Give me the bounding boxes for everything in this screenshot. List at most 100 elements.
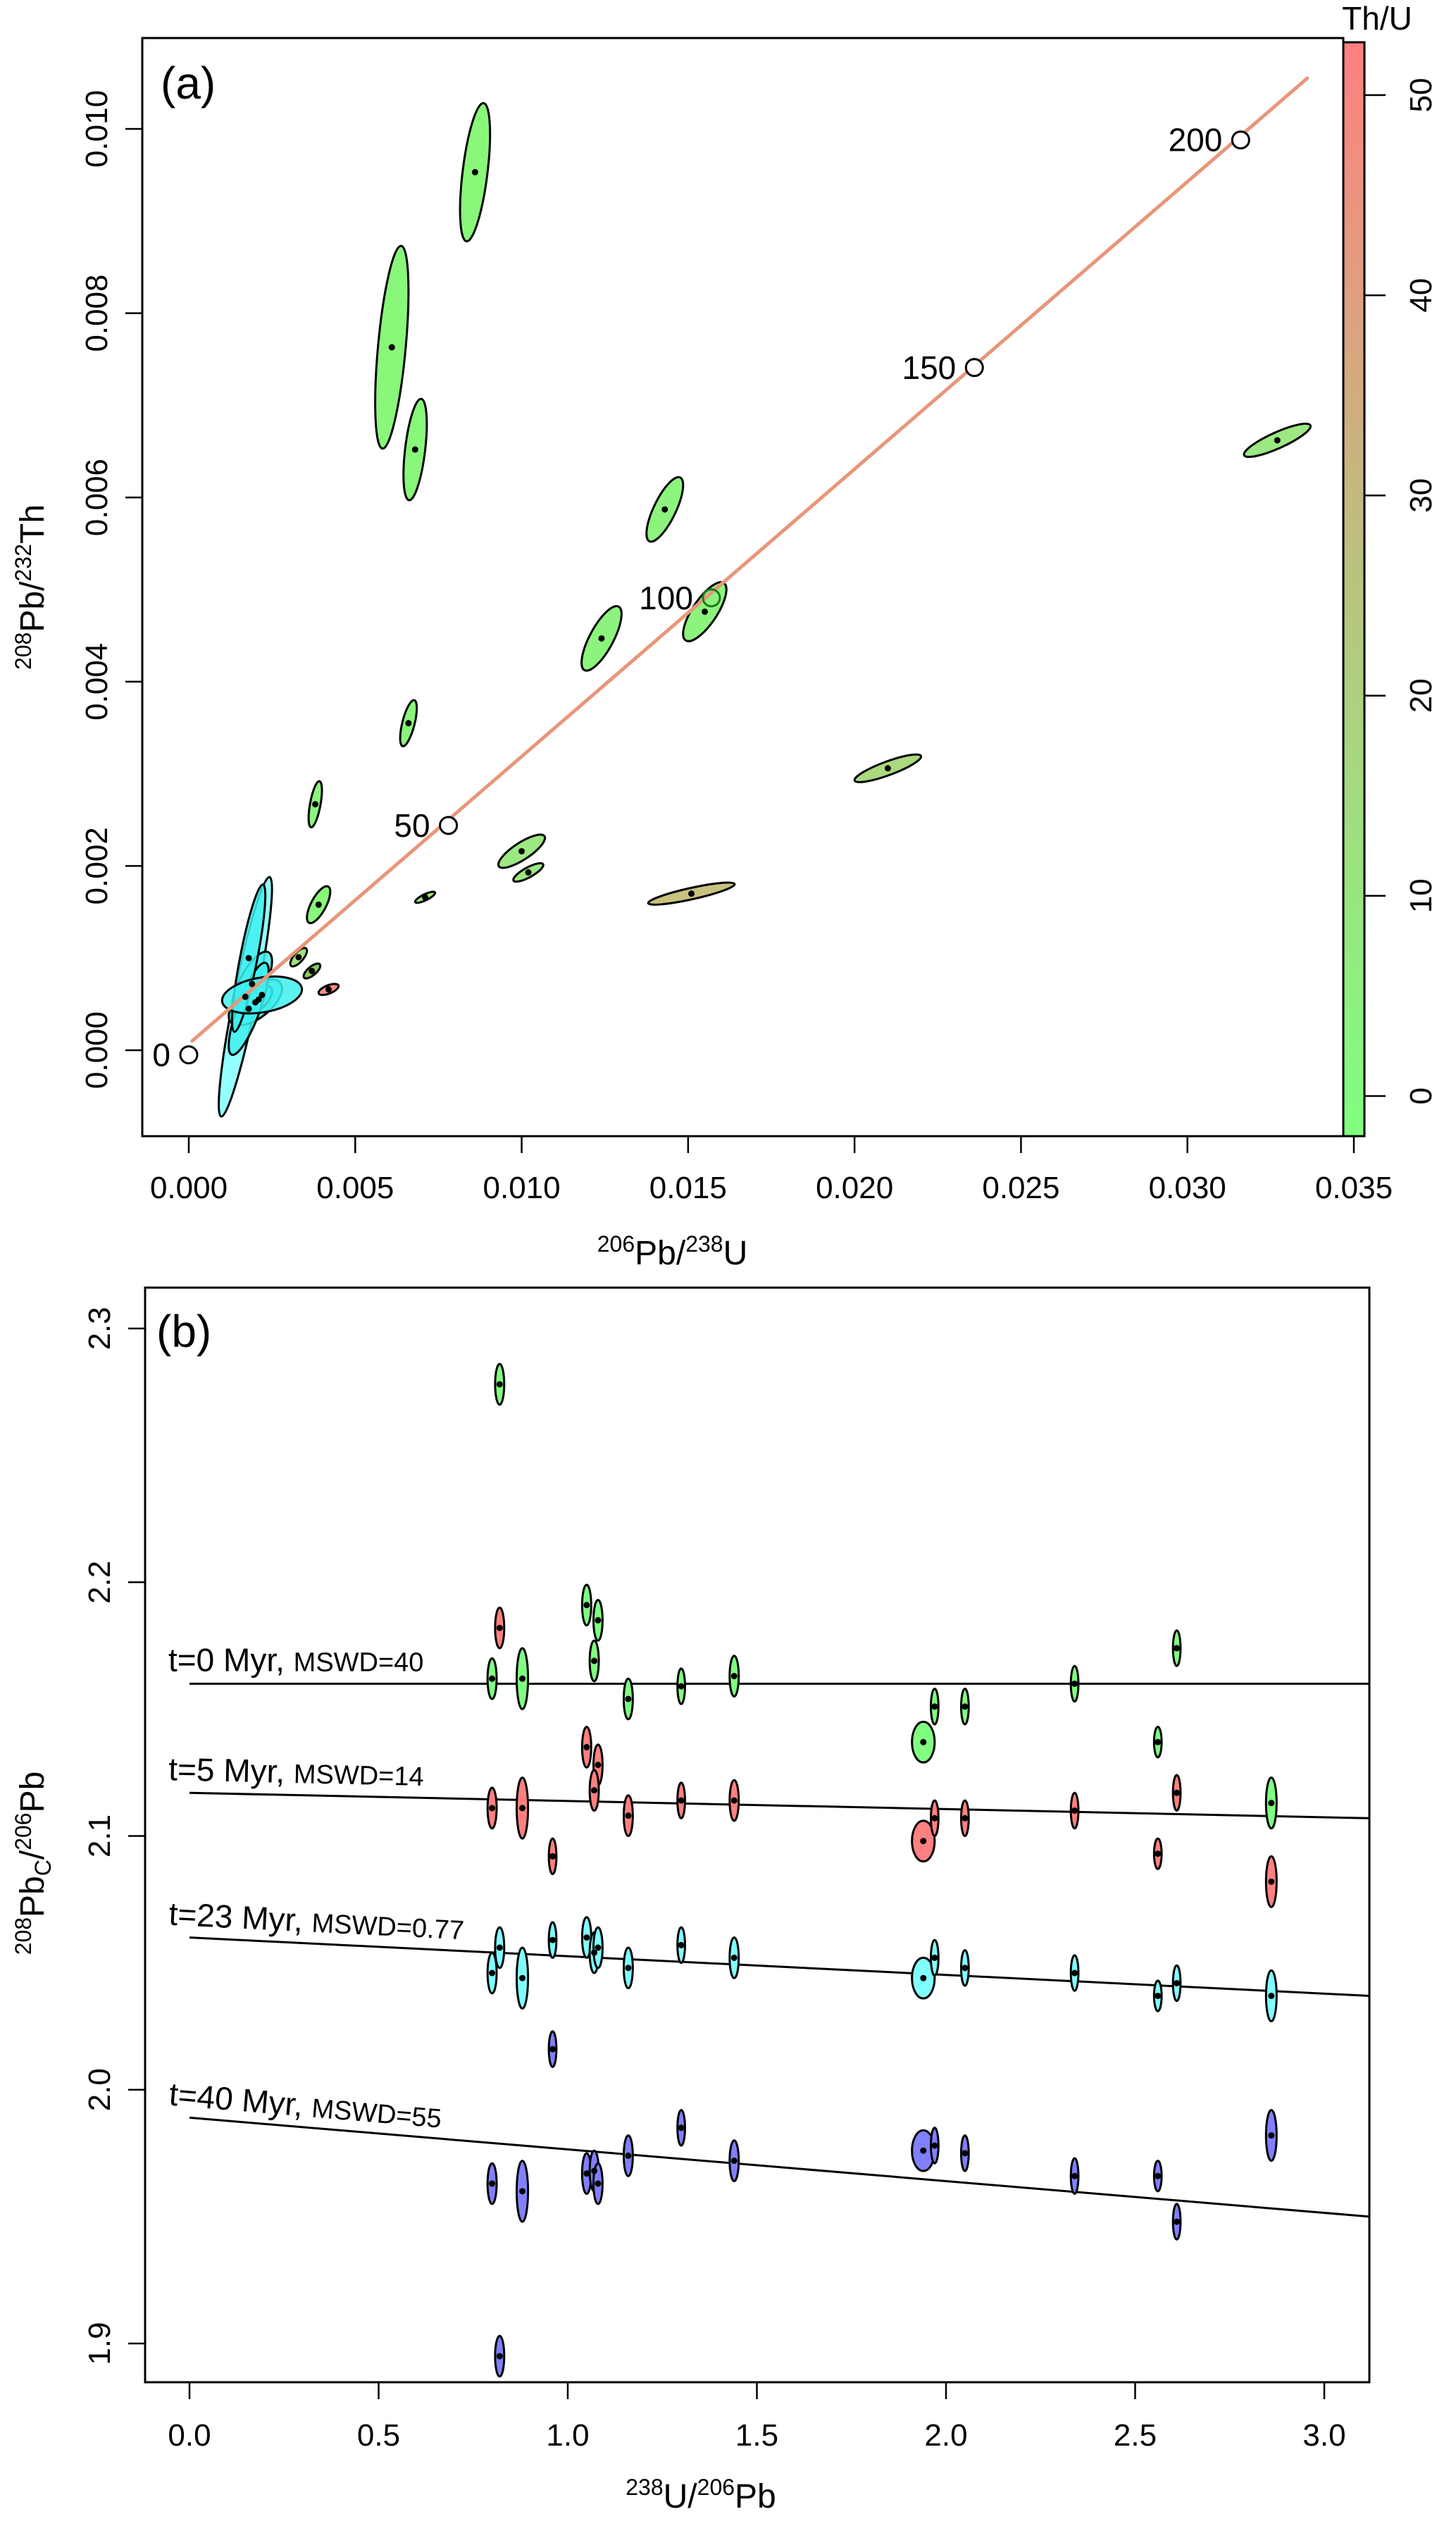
y-tick-label: 0.006: [80, 459, 114, 536]
regression-label-mswd: MSWD=55: [311, 2093, 443, 2134]
series-3-point-15-centroid: [1268, 2132, 1275, 2139]
colorbar-tick-label: 10: [1404, 878, 1438, 913]
series-3-point-11-centroid: [962, 2150, 969, 2157]
series-0-point-9-centroid: [920, 1738, 927, 1745]
age-marker: [964, 358, 984, 378]
series-1-point-11-centroid: [931, 1815, 938, 1822]
series-2-point-0-centroid: [496, 1944, 503, 1951]
data-ellipse-0-centroid: [471, 168, 478, 175]
regression-label-mswd: MSWD=0.77: [311, 1909, 465, 1946]
y-tick-label: 0.004: [80, 643, 114, 721]
data-ellipse-22-centroid: [245, 1005, 252, 1012]
data-ellipse-8-centroid: [518, 847, 525, 854]
y-base-1: Pb/: [14, 581, 51, 633]
age-marker-label: 50: [394, 807, 430, 844]
y-tick-label: 2.1: [82, 1815, 117, 1857]
series-0-point-4-centroid: [595, 1617, 602, 1624]
colorbar-tick-label: 40: [1404, 278, 1438, 313]
series-0-point-1-centroid: [489, 1675, 496, 1682]
series-0-point-2-centroid: [519, 1675, 526, 1682]
series-0-point-7-centroid: [678, 1683, 685, 1690]
series-1-point-2-centroid: [519, 1805, 526, 1812]
x-base-1: Pb/: [635, 1235, 686, 1272]
series-2-point-9-centroid: [678, 1941, 685, 1948]
series-2-point-17-centroid: [1268, 1992, 1275, 1999]
x-sup-2: 206: [697, 2475, 735, 2500]
data-ellipse-4-centroid: [598, 635, 605, 642]
series-3-point-0-centroid: [496, 2353, 503, 2360]
x-tick-label: 0.025: [982, 1171, 1059, 1205]
age-marker-label: 200: [1169, 122, 1223, 158]
panel-a-y-axis-label: 208Pb/232Th: [11, 504, 51, 670]
x-tick-label: 2.0: [924, 2418, 967, 2453]
panel-b-frame: [144, 1286, 1371, 2384]
colorbar-tick-label: 50: [1404, 78, 1438, 113]
series-3-point-5-centroid: [595, 2180, 602, 2187]
panel-a-y-ticks: 0.000 0.002 0.004 0.006 0.008 0.010: [80, 90, 142, 1089]
colorbar-tick-label: 30: [1404, 478, 1438, 513]
data-ellipse-21-centroid: [255, 996, 262, 1003]
panel-b-y-ticks: 1.9 2.0 2.1 2.2 2.3: [82, 1307, 145, 2365]
y-tick-label: 2.2: [82, 1561, 117, 1604]
y-tick-label: 1.9: [82, 2322, 117, 2365]
y-base-1: Pb: [14, 1876, 51, 1917]
x-tick-label: 0.0: [168, 2418, 211, 2453]
panel-a-label: (a): [161, 58, 216, 108]
x-sup-1: 238: [626, 2475, 663, 2500]
series-3-point-6-centroid: [625, 2152, 632, 2159]
series-2-point-13-centroid: [962, 1965, 969, 1972]
x-tick-label: 0.005: [316, 1171, 394, 1205]
series-3-point-9-centroid: [920, 2147, 927, 2154]
colorbar-ticks: 0 10 20 30 40 50: [1364, 78, 1438, 1104]
series-0-point-0-centroid: [496, 1381, 503, 1388]
series-2-point-4-centroid: [549, 2046, 556, 2053]
regression-label-age: t=5 Myr,: [168, 1750, 294, 1790]
regression-line: [189, 2116, 1370, 2218]
panel-a-x-axis-label: 206Pb/238U: [597, 1231, 748, 1272]
x-base-2: Pb: [735, 2478, 776, 2515]
y-sup-2: 206: [11, 1812, 36, 1850]
data-ellipse-1-centroid: [388, 344, 395, 351]
x-tick-label: 0.030: [1149, 1171, 1226, 1205]
regression-label: t=40 Myr, MSWD=55: [168, 2076, 443, 2135]
data-ellipse-13-centroid: [422, 894, 429, 901]
series-3-point-2-centroid: [519, 2188, 526, 2195]
age-marker-label: 100: [639, 580, 693, 616]
series-0-point-14-centroid: [1174, 1645, 1181, 1652]
data-ellipse-17-centroid: [325, 986, 332, 993]
series-0-point-3-centroid: [583, 1602, 590, 1609]
panel-b-x-ticks: 0.0 0.5 1.0 1.5 2.0 2.5 3.0: [168, 2382, 1346, 2453]
series-2-point-7-centroid: [595, 1944, 602, 1951]
y-sub-1: C: [30, 1860, 56, 1876]
panel-b-centroids: [489, 1381, 1275, 2360]
series-2-point-11-centroid: [920, 1974, 927, 1981]
panel-b-x-axis-label: 238U/206Pb: [626, 2475, 776, 2515]
series-2-point-3-centroid: [549, 1936, 556, 1943]
x-tick-label: 3.0: [1302, 2418, 1345, 2453]
y-tick-label: 0.010: [80, 90, 114, 168]
panel-b: t=0 Myr, MSWD=40 t=5 Myr, MSWD=14 t=23 Myr…: [11, 1286, 1371, 2515]
series-1-point-10-centroid: [920, 1838, 927, 1845]
series-1-point-12-centroid: [962, 1815, 969, 1822]
panel-a-centroids: 0 50 100 150 200: [152, 122, 1281, 1073]
y-base-2: /: [14, 1850, 51, 1860]
data-ellipse-5-centroid: [701, 608, 708, 615]
age-marker: [439, 816, 459, 835]
y-sup-2: 232: [11, 544, 36, 581]
series-0-point-12-centroid: [1071, 1680, 1078, 1687]
series-0-point-15-centroid: [1268, 1800, 1275, 1807]
series-3-point-3-centroid: [583, 2170, 590, 2177]
series-2-point-2-centroid: [519, 1974, 526, 1981]
data-ellipse-18-centroid: [242, 993, 249, 1000]
series-1-point-15-centroid: [1174, 1789, 1181, 1796]
y-tick-label: 2.3: [82, 1307, 117, 1350]
regression-label-age: t=23 Myr,: [168, 1896, 313, 1939]
series-1-point-0-centroid: [496, 1624, 503, 1631]
series-1-point-7-centroid: [625, 1812, 632, 1819]
data-ellipse-16-centroid: [309, 968, 316, 975]
age-marker: [179, 1045, 199, 1065]
regression-label-mswd: MSWD=40: [294, 1648, 424, 1677]
data-ellipse-3-centroid: [661, 506, 668, 513]
data-ellipse-19-centroid: [249, 981, 256, 988]
